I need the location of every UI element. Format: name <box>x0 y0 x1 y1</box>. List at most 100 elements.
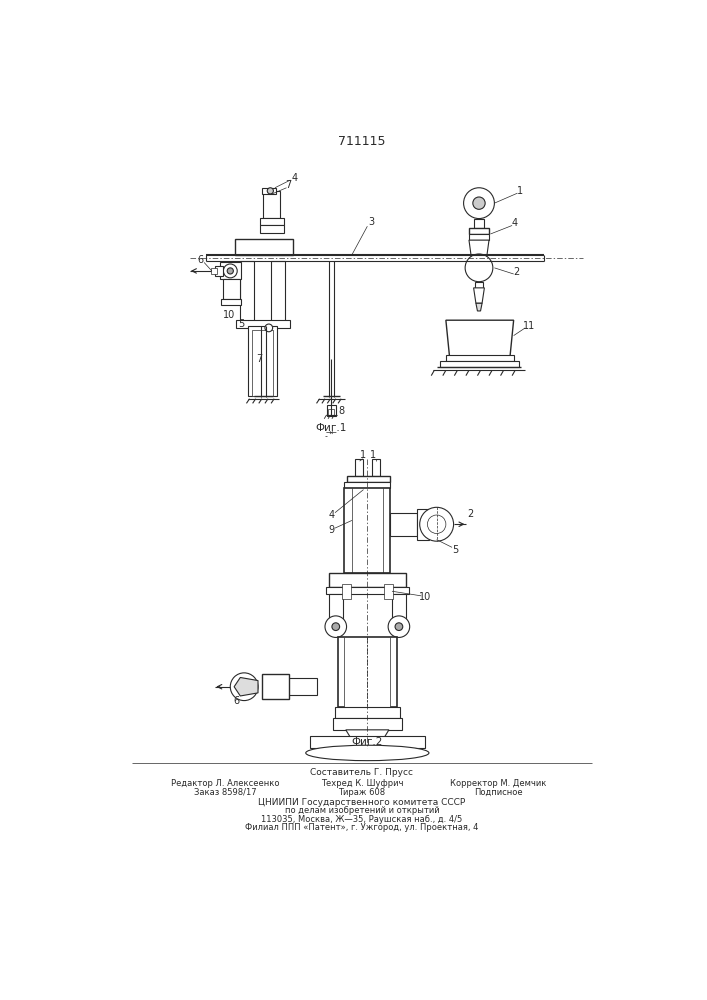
Circle shape <box>473 197 485 209</box>
Text: Корректор М. Демчик: Корректор М. Демчик <box>450 779 547 788</box>
Text: 9: 9 <box>328 525 334 535</box>
Text: 1: 1 <box>360 450 366 460</box>
Circle shape <box>332 623 339 631</box>
Bar <box>221 299 241 305</box>
Bar <box>262 188 276 194</box>
Bar <box>326 587 409 594</box>
Bar <box>329 573 406 587</box>
Bar <box>215 266 223 276</box>
Text: 7: 7 <box>286 180 292 190</box>
Bar <box>355 459 363 476</box>
Bar <box>335 707 399 718</box>
Circle shape <box>230 673 258 701</box>
Polygon shape <box>469 240 489 257</box>
Text: 6: 6 <box>233 696 240 706</box>
Polygon shape <box>346 730 389 748</box>
Text: →←: →← <box>325 431 337 437</box>
Text: 4: 4 <box>329 510 335 520</box>
Polygon shape <box>474 288 484 303</box>
Text: Фиг.2: Фиг.2 <box>351 737 383 747</box>
Bar <box>446 355 514 361</box>
Text: Редактор Л. Алексеенко: Редактор Л. Алексеенко <box>170 779 279 788</box>
Bar <box>327 405 336 416</box>
Circle shape <box>395 623 403 631</box>
Text: 4: 4 <box>511 218 518 228</box>
Text: 11: 11 <box>523 321 535 331</box>
Bar <box>264 191 281 218</box>
Bar <box>235 239 293 255</box>
Bar <box>223 279 240 299</box>
Text: 2: 2 <box>467 509 474 519</box>
Bar <box>240 261 254 326</box>
Bar <box>390 513 417 536</box>
Bar <box>344 637 390 707</box>
Bar <box>372 459 380 476</box>
Text: 711115: 711115 <box>338 135 386 148</box>
Bar <box>310 736 425 748</box>
Bar <box>262 674 288 699</box>
Circle shape <box>325 616 346 637</box>
Text: 1: 1 <box>517 186 523 196</box>
Text: по делам изобретений и открытий: по делам изобретений и открытий <box>285 806 439 815</box>
Polygon shape <box>234 677 258 696</box>
Bar <box>248 326 277 396</box>
Ellipse shape <box>329 744 406 758</box>
Circle shape <box>465 254 493 282</box>
Text: 1: 1 <box>370 450 377 460</box>
Circle shape <box>227 268 233 274</box>
Circle shape <box>388 616 409 637</box>
Text: Фиг.1: Фиг.1 <box>315 423 347 433</box>
Polygon shape <box>476 303 482 311</box>
Text: 113035, Москва, Ж—35, Раушская наб., д. 4/5: 113035, Москва, Ж—35, Раушская наб., д. … <box>262 815 462 824</box>
Circle shape <box>223 264 238 278</box>
Text: 7: 7 <box>257 354 263 364</box>
Text: Филиал ППП «Патент», г. Ужгород, ул. Проектная, 4: Филиал ППП «Патент», г. Ужгород, ул. Про… <box>245 823 479 832</box>
Bar <box>338 637 397 707</box>
Bar <box>328 409 334 415</box>
Bar <box>259 225 284 233</box>
Polygon shape <box>446 320 514 359</box>
Bar <box>286 678 317 695</box>
Bar <box>329 594 343 621</box>
Bar <box>440 361 519 367</box>
Circle shape <box>265 324 273 332</box>
Text: 5: 5 <box>238 319 244 329</box>
Bar <box>383 584 393 599</box>
Text: Подписное: Подписное <box>474 788 522 797</box>
Text: Тираж 608: Тираж 608 <box>339 788 385 797</box>
Text: 10: 10 <box>223 310 235 320</box>
Text: ЦНИИПИ Государственного комитета СССР: ЦНИИПИ Государственного комитета СССР <box>258 798 466 807</box>
Bar <box>271 261 285 326</box>
Bar <box>344 488 390 573</box>
Bar <box>219 262 241 279</box>
Circle shape <box>420 507 454 541</box>
Text: Заказ 8598/17: Заказ 8598/17 <box>194 788 256 797</box>
Bar <box>259 218 284 225</box>
Circle shape <box>238 681 250 693</box>
Bar <box>211 268 217 274</box>
Bar <box>346 476 390 482</box>
Bar <box>344 482 390 488</box>
Bar <box>469 234 489 240</box>
Text: 6: 6 <box>197 255 204 265</box>
Ellipse shape <box>305 745 429 761</box>
Bar <box>469 228 489 234</box>
Circle shape <box>267 188 274 194</box>
Bar <box>392 594 406 621</box>
Text: 5: 5 <box>452 545 458 555</box>
Text: 4: 4 <box>291 173 297 183</box>
Bar <box>417 509 429 540</box>
Text: 8: 8 <box>338 406 344 416</box>
Bar <box>474 219 484 228</box>
Text: 10: 10 <box>419 592 431 602</box>
Bar <box>333 718 402 730</box>
Bar <box>475 282 483 288</box>
Bar <box>342 584 351 599</box>
Text: 2: 2 <box>513 267 520 277</box>
Circle shape <box>464 188 494 219</box>
Bar <box>236 320 291 328</box>
Bar <box>252 330 274 396</box>
Text: Составитель Г. Прусс: Составитель Г. Прусс <box>310 768 414 777</box>
Circle shape <box>428 515 446 533</box>
Text: 3: 3 <box>368 217 374 227</box>
